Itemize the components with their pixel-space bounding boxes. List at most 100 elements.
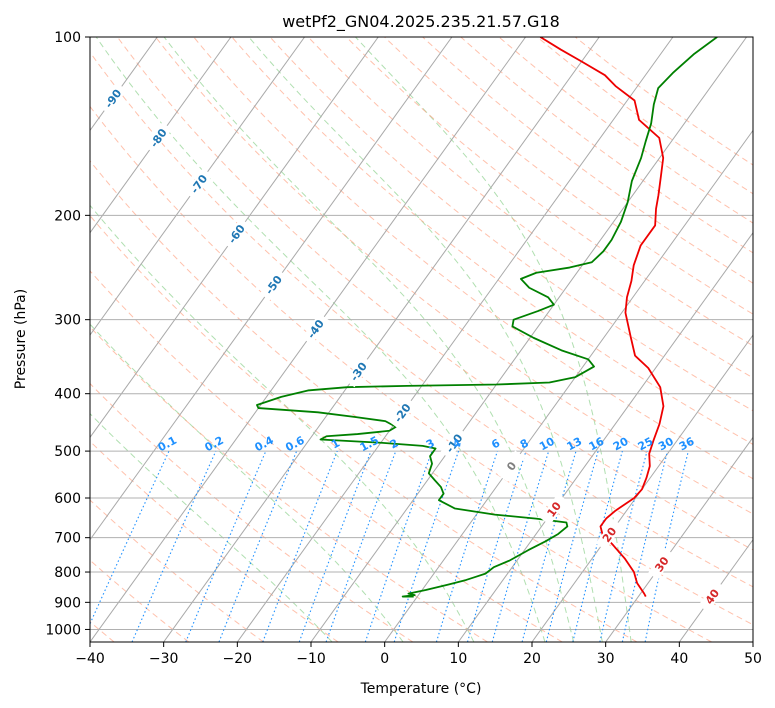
x-axis-title: Temperature (°C) [360,681,482,697]
isotherm-label-bg [595,519,623,551]
dry-adiabat-line [193,37,753,480]
isotherm-label: -100 [56,42,83,72]
isotherm-line [163,37,600,642]
dry-adiabat-line [90,214,638,642]
x-tick-label: 30 [597,651,615,667]
isotherm-line [310,37,748,642]
dry-adiabat-line [269,37,753,412]
isotherm-label-bg [259,269,288,301]
isotherm-label-bg [440,427,468,459]
y-axis: 100 200 300 400 500 600 700 800 900 1000 [45,30,90,638]
isotherm-line [0,37,10,642]
mixing-ratio-label: 20 [611,435,631,454]
mixing-ratio-line [621,450,669,642]
dry-adiabat-line [384,37,753,315]
isotherm-label-bg [497,450,525,482]
dry-adiabat-line [231,37,753,445]
isotherm-line [384,129,753,642]
mixing-ratio-line [521,450,577,642]
x-tick-label: 40 [670,651,688,667]
isotherm-label-bg [698,580,726,613]
isotherm-label-bg [185,168,213,200]
pressure-gridlines [90,37,753,630]
isotherm-label-bg [388,397,416,429]
isotherm-line [678,538,753,642]
isotherm-label-bg [540,493,568,526]
mixing-ratio-line [466,450,527,642]
y-tick-label: 1000 [45,622,81,638]
isotherm-line [752,641,753,642]
isotherm-label-bg [222,218,251,250]
x-tick-label: −20 [223,651,253,667]
mixing-ratio-label: 30 [656,435,676,454]
y-tick-label: 100 [54,30,81,46]
dry-adiabat-line [117,37,753,551]
moist-adiabat-line [163,37,575,642]
moist-adiabat-line [90,323,404,642]
dry-adiabat-line [536,37,753,195]
mixing-ratio-line [364,450,433,642]
x-tick-label: 50 [744,651,762,667]
moist-adiabat-line [90,204,475,642]
mixing-ratio-label: 10 [537,435,557,454]
y-axis-title: Pressure (hPa) [13,289,29,389]
y-tick-label: 600 [54,491,81,507]
x-tick-label: −40 [75,651,105,667]
isotherm-line [236,37,674,642]
mixing-ratio-line [393,450,460,642]
dry-adiabat-line [574,37,753,166]
moist-adiabat-line [248,37,603,642]
mixing-ratio-line [185,450,267,642]
mixing-ratio-line [491,450,550,642]
mixing-ratio-label: 13 [565,435,585,454]
dry-adiabat-line [90,499,264,642]
isotherm-line [605,436,753,642]
dewpoint-profile-line [256,37,718,598]
isotherm-line [90,37,306,336]
dry-adiabat-line [90,326,488,642]
plot-frame [89,36,754,643]
mixing-ratio-label: 16 [587,435,607,454]
moist-adiabat-line [95,37,546,642]
x-tick-label: 10 [449,651,467,667]
mixing-ratio-line [131,450,217,642]
mixing-ratio-line [435,450,498,642]
isotherm-line [90,37,453,541]
mixing-ratio-line [218,450,298,642]
mixing-ratio-labels: 0.1 0.2 0.4 0.6 1 1.5 2 3 4 6 8 10 13 16 20 25 30 36 [156,434,697,455]
mixing-ratio-label: 36 [677,435,697,454]
profile-series [256,37,718,598]
mixing-ratio-line [572,450,623,642]
isotherm-label-bg [344,355,373,388]
mixing-ratio-line [298,450,372,642]
isotherm-label-bg [99,82,127,115]
moist-adiabats [90,37,632,642]
chart-title: wetPf2_GN04.2025.235.21.57.G18 [282,12,560,32]
isotherm-label-bg [144,122,172,154]
isotherm-line [90,37,379,439]
y-tick-label: 500 [54,444,81,460]
isotherm-label-bg [301,313,330,345]
y-tick-label: 800 [54,565,81,581]
x-tick-label: −30 [149,651,179,667]
mixing-ratio-label: 25 [636,435,656,454]
y-tick-label: 700 [54,531,81,547]
mixing-ratio-line [325,450,397,642]
y-tick-label: 300 [54,313,81,329]
x-tick-label: 0 [380,651,389,667]
x-tick-label: 20 [523,651,541,667]
mixing-ratio-line [545,450,599,642]
isotherm-line [457,231,753,642]
isotherm-label-bg [648,548,676,580]
y-tick-label: 200 [54,208,81,224]
plot-background [90,37,753,642]
dry-adiabat-line [90,160,712,642]
dry-adiabat-line [90,382,414,642]
mixing-ratio-line [262,450,338,642]
mixing-ratio-lines [90,450,689,642]
x-tick-label: −10 [296,651,326,667]
y-tick-label: 400 [54,387,81,403]
moist-adiabat-line [355,37,632,642]
dry-adiabat-line [307,37,753,379]
